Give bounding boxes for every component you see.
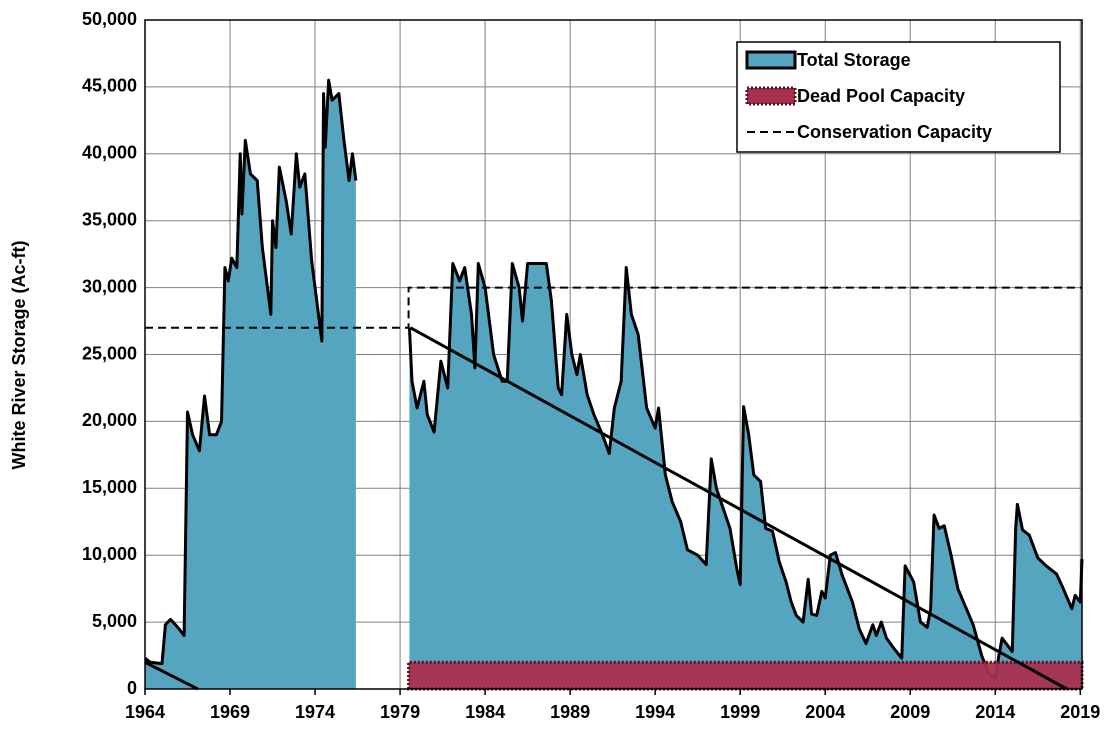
y-tick-label: 30,000 — [82, 276, 137, 296]
x-tick-label: 2004 — [805, 702, 845, 722]
x-tick-label: 1999 — [720, 702, 760, 722]
y-tick-label: 0 — [127, 678, 137, 698]
x-tick-label: 2009 — [890, 702, 930, 722]
y-tick-label: 5,000 — [92, 611, 137, 631]
x-tick-label: 1994 — [635, 702, 675, 722]
x-tick-label: 2014 — [975, 702, 1015, 722]
dead-pool-band — [407, 660, 1084, 691]
y-tick-label: 20,000 — [82, 410, 137, 430]
legend-label: Conservation Capacity — [797, 122, 992, 142]
y-tick-label: 50,000 — [82, 9, 137, 29]
y-tick-label: 15,000 — [82, 477, 137, 497]
y-tick-label: 10,000 — [82, 544, 137, 564]
x-tick-label: 1969 — [210, 702, 250, 722]
legend-label: Dead Pool Capacity — [797, 86, 965, 106]
y-tick-label: 45,000 — [82, 76, 137, 96]
y-tick-label: 25,000 — [82, 343, 137, 363]
trend-line — [144, 660, 199, 691]
x-tick-label: 1979 — [380, 702, 420, 722]
storage-area — [145, 80, 1082, 689]
x-tick-label: 2019 — [1060, 702, 1100, 722]
legend-swatch — [745, 86, 797, 106]
x-tick-label: 1964 — [125, 702, 165, 722]
trend-line — [409, 326, 1068, 691]
legend-swatch — [745, 50, 797, 70]
x-tick-label: 1974 — [295, 702, 335, 722]
x-tick-label: 1984 — [465, 702, 505, 722]
y-tick-label: 40,000 — [82, 143, 137, 163]
x-tick-label: 1989 — [550, 702, 590, 722]
y-tick-label: 35,000 — [82, 209, 137, 229]
legend-label: Total Storage — [797, 50, 911, 70]
storage-line — [144, 78, 1084, 680]
plot-frame — [144, 19, 1083, 690]
y-axis-label: White River Storage (Ac-ft) — [9, 240, 29, 469]
conservation-line — [145, 286, 1082, 329]
